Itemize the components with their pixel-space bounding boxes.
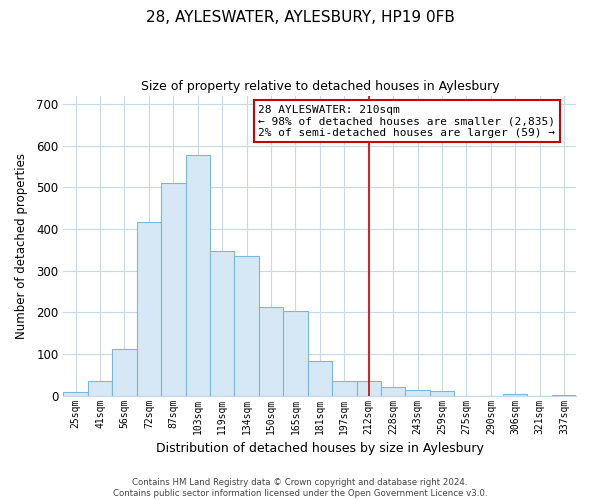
Y-axis label: Number of detached properties: Number of detached properties [15,152,28,338]
Text: 28, AYLESWATER, AYLESBURY, HP19 0FB: 28, AYLESWATER, AYLESBURY, HP19 0FB [146,10,454,25]
Bar [283,310,308,396]
Bar [259,308,283,396]
Bar [112,349,137,396]
Bar [185,154,210,396]
Bar [235,256,259,396]
Bar [381,388,406,396]
Bar [88,381,112,396]
Bar [356,381,381,396]
Bar [308,361,332,396]
Bar [64,392,88,396]
Text: 28 AYLESWATER: 210sqm
← 98% of detached houses are smaller (2,835)
2% of semi-de: 28 AYLESWATER: 210sqm ← 98% of detached … [259,104,556,138]
Bar [406,390,430,396]
Bar [552,395,576,396]
Bar [161,183,185,396]
Bar [332,380,356,396]
Title: Size of property relative to detached houses in Aylesbury: Size of property relative to detached ho… [140,80,499,93]
X-axis label: Distribution of detached houses by size in Aylesbury: Distribution of detached houses by size … [156,442,484,455]
Text: Contains HM Land Registry data © Crown copyright and database right 2024.
Contai: Contains HM Land Registry data © Crown c… [113,478,487,498]
Bar [430,391,454,396]
Bar [210,251,235,396]
Bar [503,394,527,396]
Bar [137,222,161,396]
